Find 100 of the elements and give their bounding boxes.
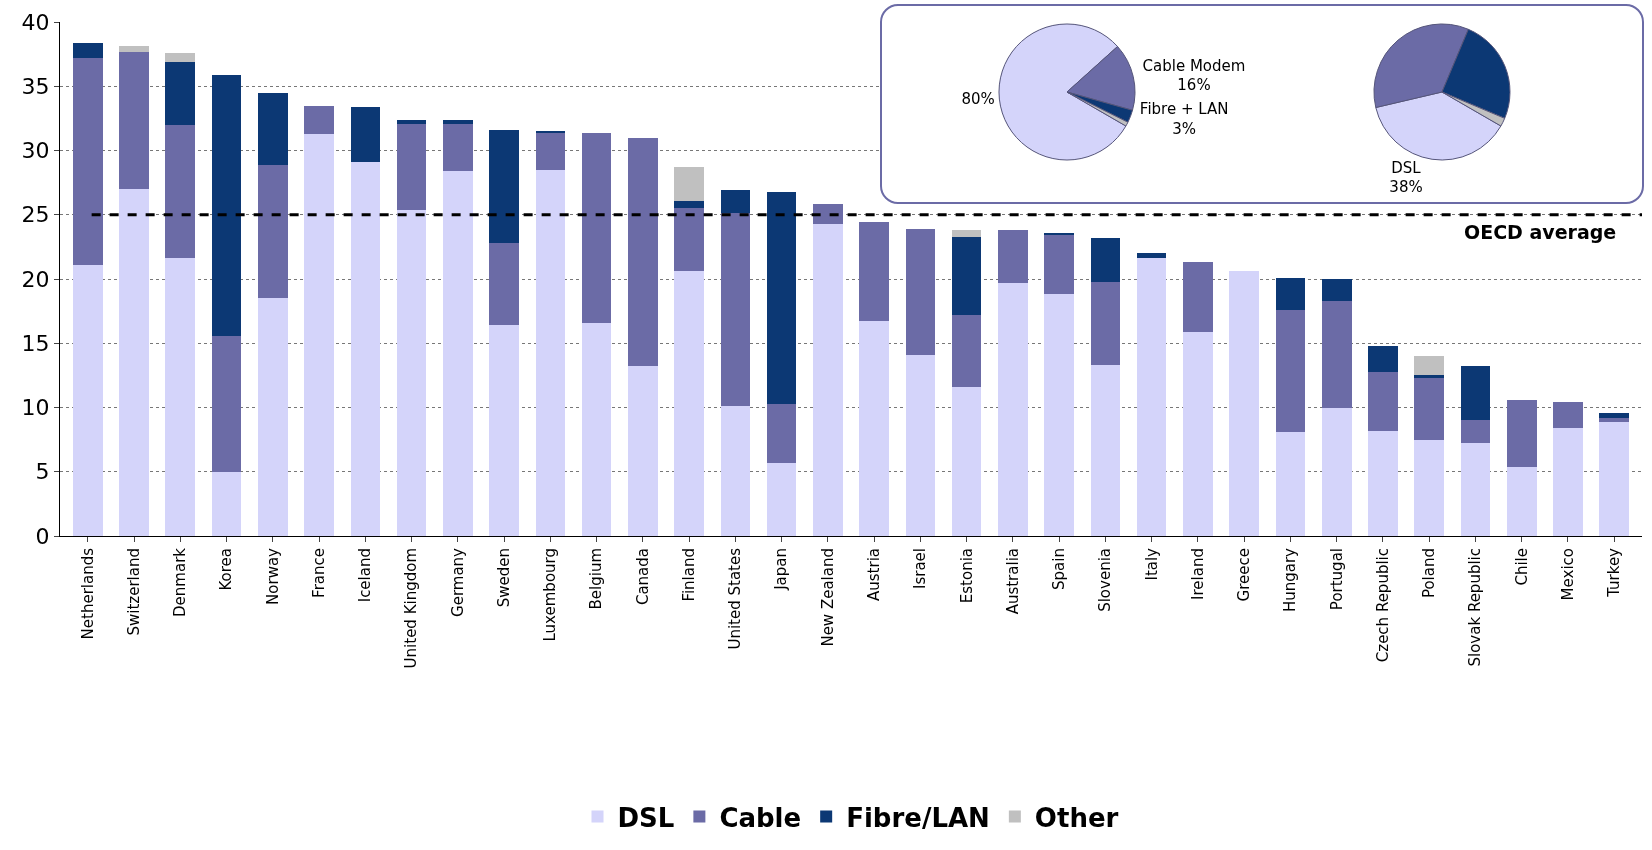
bar [72,42,103,58]
bar [535,132,566,170]
bar [1368,371,1398,431]
bar [766,462,797,536]
bar [1321,300,1352,408]
slice-label: Fibre + LAN [1139,100,1229,119]
bar [304,105,334,134]
bar [1414,375,1445,378]
x-tick-label: Czech Republic [1373,548,1392,663]
y-tick-label: 10 [21,395,50,421]
bar [859,222,889,322]
bar [489,243,519,326]
bar [72,57,103,265]
bar [766,191,797,404]
bar [1460,443,1491,536]
bar [1090,237,1121,282]
bar [951,386,982,536]
bar [766,403,797,463]
bar [535,169,566,536]
bar [1136,258,1167,536]
bar [628,137,658,367]
y-tick-label: 30 [21,138,50,164]
bar [1368,430,1398,536]
y-tick-label: 35 [21,73,50,99]
bar [396,119,427,124]
bar [905,228,936,355]
pie-slice [1375,91,1502,161]
bar [1321,279,1352,301]
x-tick-label: Luxembourg [541,548,560,642]
x-tick-label: Korea [217,548,236,591]
bar [304,133,334,536]
x-tick-label: Slovak Republic [1466,548,1485,667]
bar [257,92,288,165]
bar [211,335,242,472]
x-tick-label: Estonia [957,548,976,604]
pie-slice [1441,91,1506,127]
bar [1044,294,1074,536]
y-tick-label: 0 [35,523,50,549]
data-label: 16% [1177,76,1211,95]
bar [1275,309,1306,432]
bar [1506,466,1537,536]
bar [72,264,103,536]
legend-label: Other [1034,802,1119,833]
x-tick-label: Portugal [1327,548,1346,611]
bar [211,74,242,336]
bar [1460,366,1491,421]
data-label: 3% [1172,119,1197,138]
bar [165,61,196,125]
bar [1090,281,1121,366]
pie-slice [998,23,1127,161]
bar [1553,402,1583,429]
x-tick-label: Chile [1512,548,1531,586]
bar [1136,253,1167,259]
bar [1553,428,1583,536]
y-tick-label: 15 [21,330,50,356]
bar [257,298,288,536]
bar [720,213,751,407]
bar [489,129,519,244]
legend-label: Cable [719,802,802,833]
data-label: 80% [961,90,995,109]
x-tick-label: Iceland [356,548,375,603]
data-label: 38% [1389,178,1423,197]
bar [1321,407,1352,536]
x-tick-label: Canada [633,548,652,606]
bar [1414,439,1445,536]
slice-label: Cable Modem [1142,56,1246,75]
bar [443,171,473,536]
x-tick-label: Switzerland [124,548,143,636]
bar [211,471,242,536]
legend-label: DSL [617,802,675,833]
bar [1460,420,1491,444]
x-tick-label: Turkey [1605,547,1624,598]
bar [396,209,427,536]
bar [951,236,982,315]
bar [119,189,149,536]
bar [1599,417,1630,422]
bar [350,106,381,163]
y-tick-label: 25 [21,202,50,228]
bar [443,123,473,172]
bar [674,271,704,536]
bar [1044,235,1074,295]
bar [1183,331,1213,536]
bar [813,223,843,536]
bar [859,321,889,536]
x-tick-label: United Kingdom [402,548,421,669]
x-tick-label: Israel [911,548,930,589]
bar [1414,377,1445,440]
bar [165,124,196,259]
x-tick-label: Belgium [587,548,606,610]
x-tick-label: Finland [679,548,698,602]
x-tick-label: Netherlands [78,547,97,640]
pie-slice [1066,46,1136,111]
y-tick-label: 40 [21,9,50,35]
bar [1599,421,1630,536]
x-tick-label: Germany [448,547,467,617]
bar [813,204,843,224]
bar [720,406,751,536]
bar [628,366,658,536]
bar [396,123,427,210]
bar [1599,412,1630,418]
